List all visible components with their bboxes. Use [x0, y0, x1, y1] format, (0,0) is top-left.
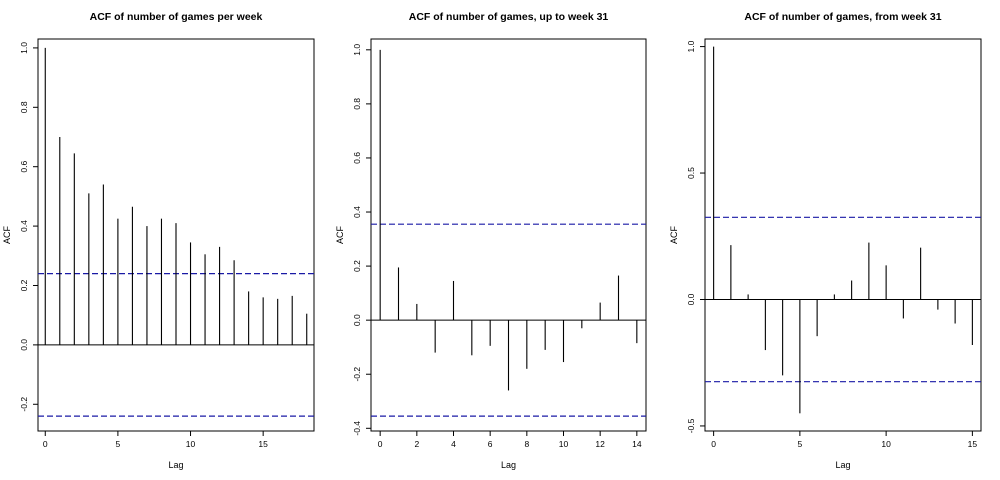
- chart-title: ACF of number of games, from week 31: [744, 11, 941, 23]
- y-tick-label: 1.0: [686, 40, 696, 52]
- y-tick-label: 0.4: [19, 220, 29, 232]
- x-tick-label: 10: [559, 439, 569, 449]
- x-tick-label: 0: [43, 439, 48, 449]
- x-axis-label: Lag: [835, 460, 850, 470]
- acf-panel-3: ACF of number of games, from week 31 Lag A…: [669, 11, 982, 470]
- plot-frame: [37, 38, 315, 432]
- y-axis-label: ACF: [335, 225, 345, 244]
- y-tick-label: 0.8: [352, 98, 362, 110]
- x-tick-label: 2: [414, 439, 419, 449]
- x-tick-label: 5: [116, 439, 121, 449]
- acf-panel-1: ACF of number of games per week Lag ACF 0 5 1…: [2, 11, 315, 470]
- x-tick-label: 10: [881, 439, 891, 449]
- chart-title: ACF of number of games, up to week 31: [409, 11, 609, 23]
- y-tick-label: 0.0: [686, 293, 696, 305]
- y-tick-label: 0.2: [19, 279, 29, 291]
- y-tick-label: 0.6: [19, 161, 29, 173]
- x-tick-label: 15: [968, 439, 978, 449]
- y-tick-label: 0.8: [19, 101, 29, 113]
- x-tick-label: 12: [595, 439, 605, 449]
- plot-frame: [370, 38, 647, 432]
- y-tick-label: -0.2: [352, 367, 362, 382]
- acf-panel-2: ACF of number of games, up to week 31 Lag…: [335, 11, 647, 470]
- y-tick-label: 1.0: [352, 44, 362, 56]
- x-axis-label: Lag: [501, 460, 516, 470]
- y-tick-label: 0.0: [352, 314, 362, 326]
- chart-title: ACF of number of games per week: [90, 11, 263, 23]
- x-tick-label: 6: [488, 439, 493, 449]
- y-tick-label: 0.0: [19, 339, 29, 351]
- x-axis-label: Lag: [168, 460, 183, 470]
- x-tick-label: 15: [258, 439, 268, 449]
- x-tick-label: 0: [711, 439, 716, 449]
- y-axis-label: ACF: [669, 225, 679, 244]
- x-tick-label: 8: [524, 439, 529, 449]
- x-tick-label: 4: [451, 439, 456, 449]
- plot-frame: [704, 38, 982, 432]
- y-tick-label: 0.5: [686, 167, 696, 179]
- y-tick-label: 0.2: [352, 260, 362, 272]
- x-tick-label: 5: [798, 439, 803, 449]
- x-tick-label: 10: [186, 439, 196, 449]
- x-tick-label: 14: [632, 439, 642, 449]
- y-tick-label: -0.4: [352, 421, 362, 436]
- y-tick-label: 0.6: [352, 152, 362, 164]
- y-tick-label: 0.4: [352, 206, 362, 218]
- x-tick-label: 0: [378, 439, 383, 449]
- y-tick-label: 1.0: [19, 42, 29, 54]
- y-axis-label: ACF: [2, 225, 12, 244]
- y-tick-label: -0.5: [686, 418, 696, 433]
- y-tick-label: -0.2: [19, 397, 29, 412]
